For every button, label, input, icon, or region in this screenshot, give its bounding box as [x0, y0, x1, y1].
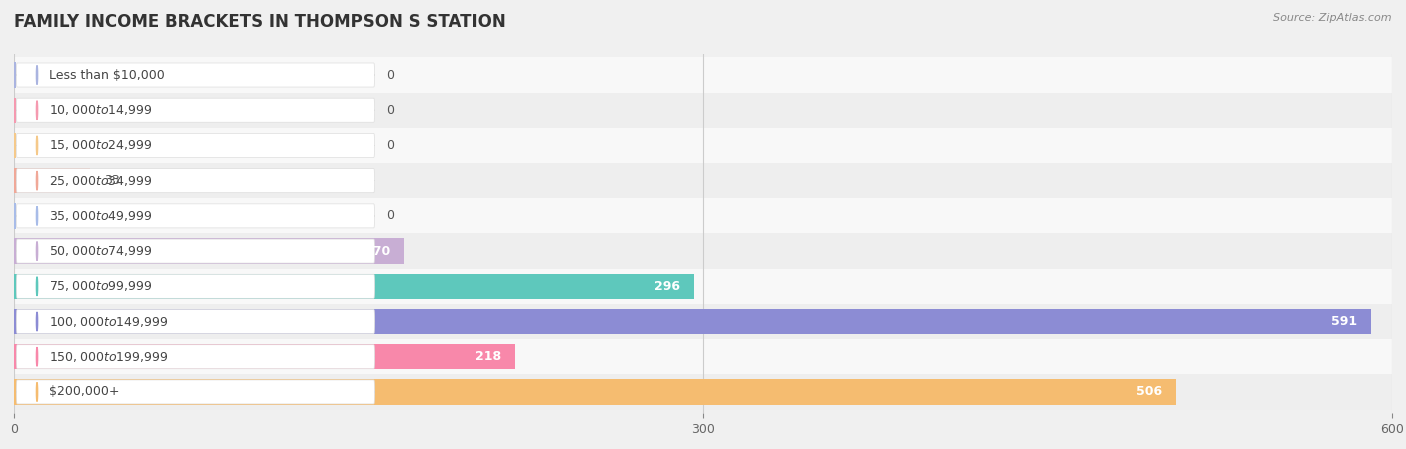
Bar — [14, 309, 1371, 334]
Bar — [14, 168, 90, 194]
Bar — [14, 57, 1392, 92]
Text: 170: 170 — [364, 245, 391, 258]
Text: 591: 591 — [1331, 315, 1358, 328]
Bar — [14, 344, 515, 370]
Bar — [14, 128, 1392, 163]
Text: 506: 506 — [1136, 385, 1163, 398]
Text: 33: 33 — [104, 174, 120, 187]
Bar — [14, 62, 17, 88]
Text: $150,000 to $199,999: $150,000 to $199,999 — [49, 350, 169, 364]
Bar — [14, 339, 1392, 374]
FancyBboxPatch shape — [17, 309, 374, 334]
Bar — [14, 269, 1392, 304]
Bar — [14, 97, 17, 123]
Text: $10,000 to $14,999: $10,000 to $14,999 — [49, 103, 153, 117]
Bar — [14, 238, 405, 264]
Text: $75,000 to $99,999: $75,000 to $99,999 — [49, 279, 153, 293]
Bar — [14, 379, 1175, 405]
Text: 0: 0 — [387, 209, 394, 222]
Bar — [14, 304, 1392, 339]
FancyBboxPatch shape — [17, 345, 374, 369]
Text: 0: 0 — [387, 69, 394, 82]
Text: $25,000 to $34,999: $25,000 to $34,999 — [49, 174, 153, 188]
Bar — [14, 198, 1392, 233]
Text: 296: 296 — [654, 280, 681, 293]
Bar — [14, 163, 1392, 198]
Text: $15,000 to $24,999: $15,000 to $24,999 — [49, 138, 153, 153]
Text: FAMILY INCOME BRACKETS IN THOMPSON S STATION: FAMILY INCOME BRACKETS IN THOMPSON S STA… — [14, 13, 506, 31]
Bar — [14, 233, 1392, 269]
Text: Less than $10,000: Less than $10,000 — [49, 69, 165, 82]
Bar — [14, 203, 17, 229]
FancyBboxPatch shape — [17, 204, 374, 228]
Bar — [14, 92, 1392, 128]
Bar — [14, 374, 1392, 409]
FancyBboxPatch shape — [17, 169, 374, 193]
FancyBboxPatch shape — [17, 380, 374, 404]
Text: Source: ZipAtlas.com: Source: ZipAtlas.com — [1274, 13, 1392, 23]
Text: $100,000 to $149,999: $100,000 to $149,999 — [49, 314, 169, 329]
Text: 0: 0 — [387, 104, 394, 117]
FancyBboxPatch shape — [17, 274, 374, 298]
FancyBboxPatch shape — [17, 98, 374, 122]
FancyBboxPatch shape — [17, 133, 374, 158]
Text: $35,000 to $49,999: $35,000 to $49,999 — [49, 209, 153, 223]
Bar — [14, 273, 693, 299]
Text: 0: 0 — [387, 139, 394, 152]
FancyBboxPatch shape — [17, 239, 374, 263]
Text: $50,000 to $74,999: $50,000 to $74,999 — [49, 244, 153, 258]
Text: 218: 218 — [475, 350, 501, 363]
Text: $200,000+: $200,000+ — [49, 385, 120, 398]
FancyBboxPatch shape — [17, 63, 374, 87]
Bar — [14, 133, 17, 158]
